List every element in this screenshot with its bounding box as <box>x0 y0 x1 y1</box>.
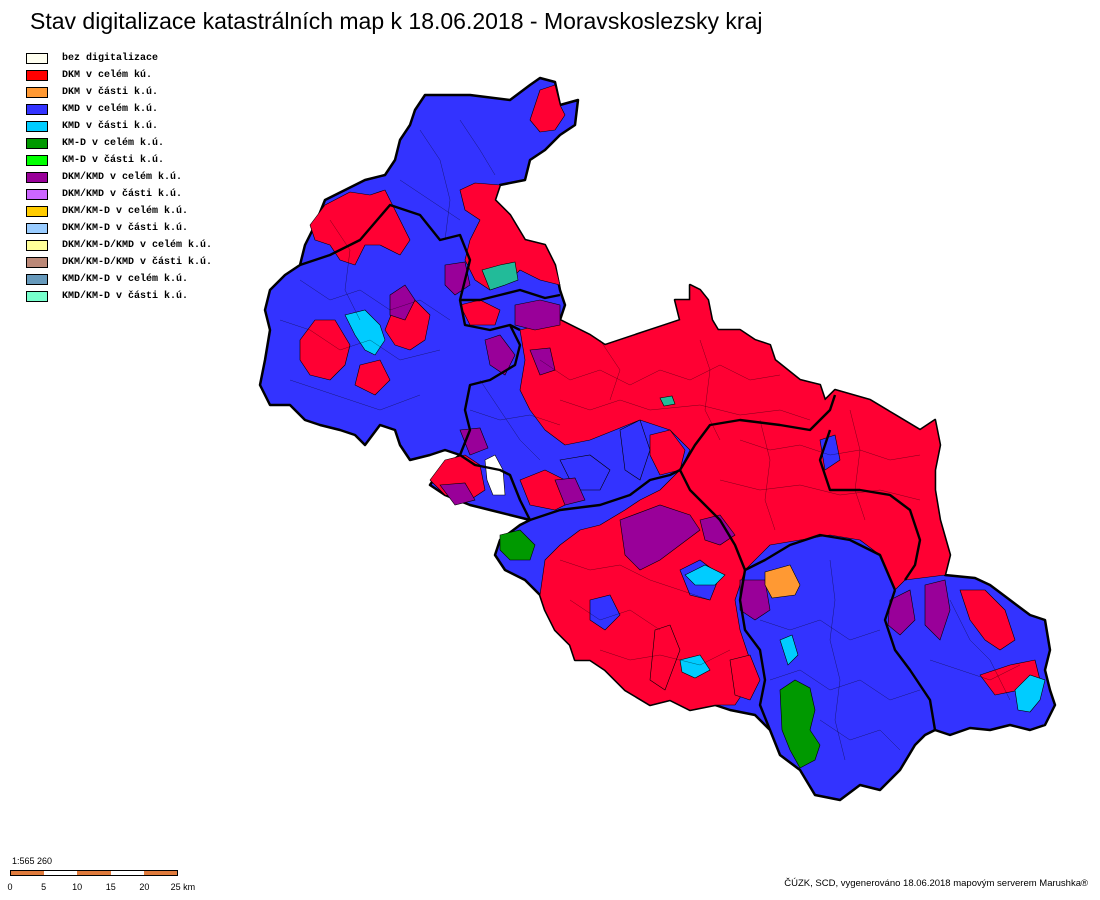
legend-swatch <box>26 121 48 132</box>
scale-segment <box>110 871 144 875</box>
legend-item: KM-D v části k.ú. <box>26 152 212 169</box>
legend-item: DKM/KM-D/KMD v části k.ú. <box>26 254 212 271</box>
legend-swatch <box>26 189 48 200</box>
dkm-area-s1 <box>729 654 761 701</box>
teal-area-1 <box>481 261 519 291</box>
legend-item: DKM/KM-D v celém k.ú. <box>26 203 212 220</box>
attribution-text: ČÚZK, SCD, vygenerováno 18.06.2018 mapov… <box>784 878 1088 889</box>
dkm-area-nw2 <box>299 319 351 381</box>
legend-swatch <box>26 257 48 268</box>
legend-swatch <box>26 206 48 217</box>
legend: bez digitalizace DKM v celém kú. DKM v čás… <box>26 50 212 305</box>
purple-area-8 <box>554 477 586 506</box>
legend-item: KMD/KM-D v celém k.ú. <box>26 271 212 288</box>
dkm-full-areas <box>299 84 1041 711</box>
dkm-area-nw4 <box>354 359 391 396</box>
legend-swatch <box>26 172 48 183</box>
kmd-kmd-partial-areas <box>481 261 676 407</box>
legend-label: DKM v části k.ú. <box>62 87 159 98</box>
legend-label: DKM/KM-D/KMD v části k.ú. <box>62 257 213 268</box>
purple-area-3 <box>514 299 561 331</box>
dkm-area-nw1 <box>309 189 411 266</box>
purple-area-4 <box>484 334 516 376</box>
scale-segment <box>44 871 78 875</box>
purple-area-2 <box>389 284 416 321</box>
legend-swatch <box>26 104 48 115</box>
dkm-area-s2 <box>649 624 681 691</box>
legend-label: KMD v části k.ú. <box>62 121 159 132</box>
legend-item: DKM/KMD v části k.ú. <box>26 186 212 203</box>
legend-swatch <box>26 274 48 285</box>
scale-segment <box>143 871 178 875</box>
kmd-island-4 <box>589 594 621 631</box>
scale-bar <box>10 870 178 876</box>
legend-swatch <box>26 138 48 149</box>
legend-item: KMD/KM-D v části k.ú. <box>26 288 212 305</box>
dkm-partial-area <box>764 564 801 599</box>
legend-label: DKM/KM-D v části k.ú. <box>62 223 189 234</box>
cyan-area-5 <box>1014 674 1046 713</box>
dkm-area-top <box>529 84 566 133</box>
legend-swatch <box>26 87 48 98</box>
map-title: Stav digitalizace katastrálních map k 18… <box>30 8 763 34</box>
scale-tick-label: 15 <box>105 882 116 892</box>
purple-area-12 <box>887 589 916 636</box>
dkm-area-n1 <box>459 182 561 291</box>
legend-label: bez digitalizace <box>62 53 159 64</box>
legend-swatch <box>26 240 48 251</box>
legend-label: KMD/KM-D v celém k.ú. <box>62 274 189 285</box>
cyan-area-1 <box>344 309 386 356</box>
green-area-1 <box>499 529 536 561</box>
kmd-partial-areas <box>344 309 1046 713</box>
no-digitization-area <box>484 454 506 496</box>
purple-area-13 <box>924 579 951 641</box>
scale-tick-label: 20 <box>139 882 150 892</box>
teal-area-2 <box>659 395 676 407</box>
cyan-area-2 <box>684 564 726 586</box>
dkm-area-e1 <box>959 589 1016 651</box>
legend-swatch <box>26 70 48 81</box>
legend-label: DKM/KM-D v celém k.ú. <box>62 206 189 217</box>
scale-tick-label: 5 <box>41 882 47 892</box>
scale-segment <box>77 871 111 875</box>
legend-item: KMD v části k.ú. <box>26 118 212 135</box>
kmd-full-green-areas <box>499 529 821 769</box>
legend-item: DKM v celém kú. <box>26 67 212 84</box>
legend-swatch <box>26 155 48 166</box>
legend-swatch <box>26 291 48 302</box>
legend-label: KMD v celém k.ú. <box>62 104 159 115</box>
legend-label: KM-D v celém k.ú. <box>62 138 165 149</box>
legend-item: KMD v celém k.ú. <box>26 101 212 118</box>
district-boundaries <box>299 203 937 731</box>
cyan-area-4 <box>779 634 799 666</box>
kmd-island-1 <box>619 419 651 481</box>
dkm-area-main <box>519 284 951 711</box>
legend-label: DKM/KMD v části k.ú. <box>62 189 183 200</box>
legend-swatch <box>26 223 48 234</box>
legend-label: DKM v celém kú. <box>62 70 153 81</box>
legend-label: KMD/KM-D v části k.ú. <box>62 291 189 302</box>
legend-item: DKM/KM-D v části k.ú. <box>26 220 212 237</box>
purple-area-9 <box>619 504 701 571</box>
legend-item: KM-D v celém k.ú. <box>26 135 212 152</box>
cadastral-lines <box>279 119 1021 761</box>
green-area-2 <box>779 679 821 769</box>
legend-item: DKM/KMD v celém k.ú. <box>26 169 212 186</box>
scale-tick-label: 10 <box>72 882 83 892</box>
purple-area-7 <box>439 482 476 506</box>
scale-ratio: 1:565 260 <box>12 856 53 866</box>
legend-item: bez digitalizace <box>26 50 212 67</box>
scale-segment <box>11 871 45 875</box>
scale-tick-label: 0 <box>7 882 13 892</box>
legend-label: DKM/KM-D/KMD v celém k.ú. <box>62 240 213 251</box>
legend-item: DKM v části k.ú. <box>26 84 212 101</box>
legend-label: KM-D v části k.ú. <box>62 155 165 166</box>
legend-label: DKM/KMD v celém k.ú. <box>62 172 183 183</box>
legend-swatch <box>26 53 48 64</box>
legend-item: DKM/KM-D/KMD v celém k.ú. <box>26 237 212 254</box>
cyan-area-3 <box>679 654 711 679</box>
scale-tick-label: 25 km <box>170 882 196 892</box>
